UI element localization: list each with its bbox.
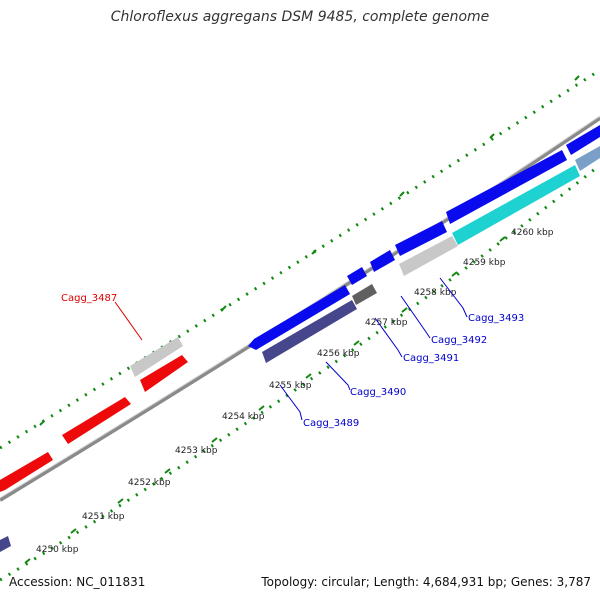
gene-cagg-3492	[399, 236, 458, 276]
gene-cagg-3491	[352, 284, 377, 305]
label-leader-lines	[114, 277, 468, 421]
gene-labels: Cagg_3487 Cagg_3489 Cagg_3490 Cagg_3491 …	[61, 293, 524, 429]
gene-cagg-3493	[452, 165, 580, 245]
gene-label-cagg-3493: Cagg_3493	[468, 313, 524, 324]
gene-feature	[395, 221, 447, 256]
tick-label: 4253 kbp	[175, 446, 218, 456]
gene-feature	[140, 355, 188, 392]
genome-summary-text: Topology: circular; Length: 4,684,931 bp…	[261, 575, 591, 589]
accession-text: Accession: NC_011831	[9, 575, 146, 589]
tick-label: 4252 kbp	[128, 478, 171, 488]
outer-tick-ring	[0, 68, 600, 450]
gene-label-cagg-3491: Cagg_3491	[403, 353, 459, 364]
gene-feature	[446, 150, 567, 224]
inner-tick-ring	[0, 163, 600, 582]
gene-feature	[248, 285, 350, 350]
rna-gene-cagg-3487	[130, 337, 183, 377]
tick-label: 4259 kbp	[463, 258, 506, 268]
tick-label: 4257 kbp	[365, 318, 408, 328]
gene-label-cagg-3490: Cagg_3490	[350, 387, 406, 398]
reverse-strand-genes	[0, 355, 188, 492]
tick-label: 4250 kbp	[36, 545, 79, 555]
tick-label: 4260 kbp	[511, 228, 554, 238]
tick-label: 4254 kbp	[222, 412, 265, 422]
gene-feature	[62, 397, 131, 444]
tick-label: 4251 kbp	[82, 512, 125, 522]
genome-backbone-highlight	[0, 115, 600, 499]
gene-feature	[575, 146, 600, 171]
tick-labels: 4250 kbp 4251 kbp 4252 kbp 4253 kbp 4254…	[36, 228, 554, 555]
gene-feature	[370, 250, 395, 272]
tick-label: 4255 kbp	[269, 381, 312, 391]
gene-label-cagg-3487: Cagg_3487	[61, 293, 117, 304]
tick-label: 4256 kbp	[317, 349, 360, 359]
gene-feature	[0, 536, 11, 552]
gene-label-cagg-3492: Cagg_3492	[431, 335, 487, 346]
gene-feature	[347, 267, 367, 285]
inner-major-ticks	[24, 236, 506, 564]
forward-strand-genes	[248, 125, 600, 350]
map-title: Chloroflexus aggregans DSM 9485, complet…	[110, 9, 490, 25]
gene-feature	[566, 125, 600, 155]
gene-label-cagg-3489: Cagg_3489	[303, 418, 359, 429]
gene-cagg-3490	[262, 300, 357, 363]
gene-feature	[0, 452, 53, 492]
tick-label: 4258 kbp	[414, 288, 457, 298]
outer-major-ticks	[39, 75, 580, 426]
